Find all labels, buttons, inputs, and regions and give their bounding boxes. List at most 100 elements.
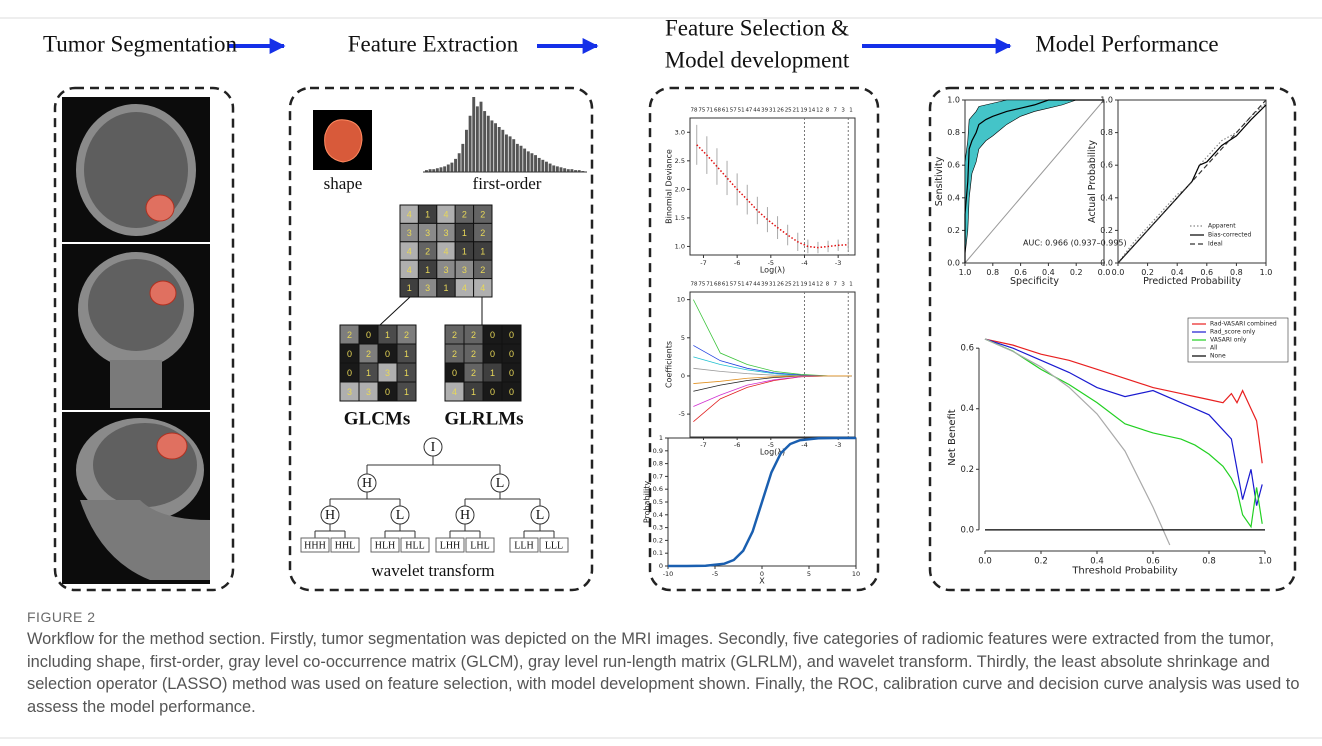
histogram-bar [497, 127, 501, 172]
top-tick-label: 61 [722, 108, 729, 114]
x-tick-label: -3 [835, 441, 841, 449]
top-tick-label: 61 [722, 282, 729, 288]
y-tick-label: 0.5 [653, 498, 663, 506]
x-tick-label: -4 [801, 441, 807, 449]
tree-node [455, 505, 475, 525]
legend-label: None [1210, 353, 1226, 360]
section-header: Model development [665, 47, 850, 72]
matrix-value: 1 [490, 368, 495, 378]
top-tick-label: 14 [808, 108, 815, 114]
panel-frame [648, 86, 880, 592]
x-axis-label: Specificity [1010, 276, 1059, 287]
matrix-value: 1 [404, 349, 409, 359]
panel-frame [928, 86, 1297, 592]
x-axis-label: X [759, 576, 765, 585]
y-tick-label: 0.8 [947, 128, 960, 137]
y-axis-label: Probability [643, 481, 652, 524]
x-tick-label: -5 [768, 441, 774, 449]
histogram-bar [468, 115, 472, 172]
matrix-value: 4 [407, 210, 412, 220]
matrix-value: 4 [443, 246, 448, 256]
y-tick-label: 1 [659, 434, 663, 442]
y-tick-label: 1.0 [947, 96, 960, 105]
connector [379, 296, 411, 326]
legend-label: Rad_score only [1210, 329, 1256, 336]
tree-leaf [400, 537, 430, 553]
tree-leaf-label: LHH [440, 540, 461, 551]
matrix-value: 3 [462, 265, 467, 275]
brain [88, 259, 184, 351]
matrix-value: 1 [443, 283, 448, 293]
histogram-bar [523, 148, 527, 172]
matrix-value: 2 [480, 210, 485, 220]
tree-node-label: L [396, 508, 405, 523]
series-line [696, 144, 849, 249]
matrix-value: 3 [385, 368, 390, 378]
x-tick-label: 0.0 [1098, 268, 1111, 277]
y-axis-label: Binomial Deviance [665, 149, 674, 224]
histogram-bar [501, 129, 505, 172]
x-tick-label: 5 [807, 570, 811, 578]
top-tick-label: 25 [785, 282, 792, 288]
y-axis-label: Coefficients [665, 341, 674, 388]
matrix-value: 0 [347, 349, 352, 359]
y-axis-label: Actual Probability [1087, 140, 1098, 223]
top-tick-label: 3 [841, 282, 845, 288]
top-tick-label: 19 [800, 108, 807, 114]
y-tick-label: 0.0 [947, 259, 960, 268]
histogram-bar [425, 170, 428, 172]
matrix-value: 0 [509, 387, 514, 397]
x-tick-label: 0.4 [1171, 268, 1184, 277]
x-tick-label: 0.2 [1070, 268, 1083, 277]
histogram-bar [508, 136, 512, 172]
histogram-bar [446, 164, 450, 172]
x-tick-label: 0.2 [1141, 268, 1154, 277]
matrix-value: 4 [462, 283, 467, 293]
top-tick-label: 1 [849, 282, 853, 288]
y-tick-label: 0.8 [1100, 128, 1113, 137]
tree-leaf [370, 537, 400, 553]
matrix-value: 2 [366, 349, 371, 359]
matrix-label: GLCMs [344, 408, 411, 429]
matrix-value: 0 [385, 349, 390, 359]
histogram-bar [566, 169, 570, 172]
matrix-cell [473, 278, 493, 298]
top-tick-label: 1 [849, 108, 853, 114]
y-tick-label: 5 [681, 334, 685, 342]
x-axis-label: Predicted Probability [1143, 276, 1241, 287]
x-axis-label: Threshold Probability [1071, 566, 1177, 577]
matrix-cell [501, 381, 522, 402]
histogram-bar [570, 169, 574, 172]
x-tick-label: -10 [663, 570, 674, 578]
top-tick-label: 25 [785, 108, 792, 114]
tree-node-label: H [362, 476, 372, 491]
matrix-value: 2 [471, 368, 476, 378]
y-tick-label: 0.1 [653, 549, 663, 557]
x-tick-label: -3 [835, 259, 841, 267]
matrix-value: 0 [509, 368, 514, 378]
tree-leaf [465, 537, 495, 553]
top-tick-label: 75 [698, 282, 705, 288]
tree-leaf-label: LLH [514, 540, 533, 551]
y-tick-label: 3.0 [675, 128, 685, 136]
tree-leaf-label: HLH [375, 540, 396, 551]
x-tick-label: 0.6 [1146, 556, 1160, 566]
series-line [693, 299, 852, 377]
tree-leaf [539, 537, 569, 553]
top-tick-label: 47 [745, 108, 752, 114]
section-header: Feature Selection & [665, 15, 849, 40]
series-line [668, 436, 856, 568]
histogram-bar [537, 157, 541, 172]
matrix-value: 3 [425, 283, 430, 293]
x-tick-label: -7 [700, 441, 706, 449]
y-tick-label: 0.6 [947, 161, 960, 170]
section-header: Model Performance [1035, 31, 1218, 56]
plot-frame [689, 291, 856, 438]
tree-leaf [435, 537, 465, 553]
matrix-value: 3 [407, 228, 412, 238]
y-tick-label: 0.0 [1100, 259, 1113, 268]
top-tick-label: 57 [730, 282, 737, 288]
y-tick-label: 0.4 [653, 511, 663, 519]
histogram-bar [526, 151, 530, 172]
matrix-value: 0 [490, 387, 495, 397]
